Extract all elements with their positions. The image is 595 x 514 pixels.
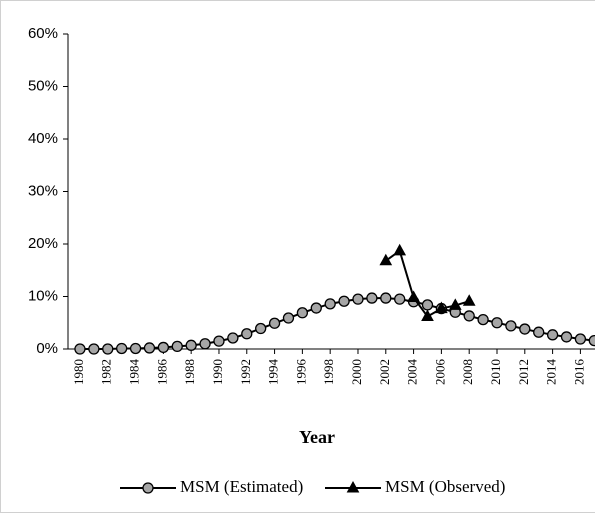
data-point — [143, 342, 156, 354]
x-tick-label: 1992 — [238, 359, 253, 385]
data-point — [185, 339, 197, 351]
data-point — [519, 323, 531, 335]
x-tick-label: 2008 — [460, 359, 475, 385]
data-point — [171, 340, 183, 353]
data-point — [380, 292, 392, 304]
x-tick-label: 2002 — [377, 359, 392, 385]
data-point — [282, 312, 295, 324]
y-tick-label: 60% — [28, 25, 58, 42]
data-point — [477, 313, 489, 326]
data-point — [421, 299, 434, 311]
y-tick-label: 40% — [28, 130, 58, 147]
data-point — [435, 301, 448, 314]
data-point — [116, 342, 128, 355]
data-point — [448, 298, 462, 310]
data-point — [366, 292, 378, 304]
data-point — [255, 322, 267, 335]
data-point — [241, 328, 253, 340]
legend-label: MSM (Observed) — [385, 477, 505, 496]
y-tick-label: 30% — [28, 182, 58, 199]
x-tick-label: 1996 — [293, 359, 308, 386]
y-tick-label: 10% — [28, 287, 58, 304]
data-point — [533, 326, 545, 338]
data-point — [393, 243, 407, 256]
x-tick-label: 2004 — [405, 359, 420, 386]
x-tick-label: 2010 — [488, 359, 503, 385]
x-tick-label: 2012 — [516, 359, 531, 385]
data-point — [394, 293, 406, 305]
x-tick-label: 1980 — [71, 359, 86, 385]
data-point — [102, 343, 114, 355]
data-point — [588, 334, 595, 347]
data-point — [213, 335, 225, 347]
data-point — [88, 343, 100, 355]
data-point — [296, 307, 309, 319]
data-point — [463, 310, 475, 322]
x-tick-label: 1986 — [154, 359, 169, 386]
series-line — [79, 297, 595, 350]
legend-marker — [142, 482, 154, 494]
data-point — [324, 298, 336, 310]
data-point — [407, 290, 420, 303]
data-point — [129, 342, 142, 355]
data-point — [574, 333, 587, 345]
data-point — [491, 317, 503, 329]
legend-marker — [346, 480, 360, 493]
x-tick-label: 1990 — [210, 359, 225, 385]
x-tick-label: 1998 — [321, 359, 336, 385]
data-point — [379, 253, 393, 266]
y-tick-label: 50% — [28, 77, 58, 94]
data-point — [157, 341, 170, 354]
data-point — [268, 317, 281, 329]
data-point — [462, 294, 476, 306]
legend-label: MSM (Estimated) — [180, 477, 303, 496]
data-point — [421, 309, 434, 321]
data-point — [546, 329, 559, 341]
data-point — [338, 295, 350, 307]
data-point — [352, 293, 364, 305]
y-tick-label: 0% — [36, 340, 58, 357]
data-point — [199, 338, 211, 350]
x-tick-label: 1982 — [99, 359, 114, 385]
data-point — [560, 331, 573, 343]
x-tick-label: 1988 — [182, 359, 197, 385]
data-point — [227, 332, 239, 344]
data-point — [74, 343, 86, 355]
x-axis-title: Year — [299, 427, 335, 447]
x-tick-label: 2000 — [349, 359, 364, 385]
y-tick-label: 20% — [28, 235, 58, 252]
x-tick-label: 2014 — [544, 359, 559, 386]
x-tick-label: 1984 — [127, 359, 142, 386]
data-point — [505, 320, 517, 332]
data-point — [310, 302, 322, 314]
x-tick-label: 2016 — [571, 359, 586, 386]
x-tick-label: 2006 — [432, 359, 447, 386]
x-tick-label: 1994 — [266, 359, 281, 386]
